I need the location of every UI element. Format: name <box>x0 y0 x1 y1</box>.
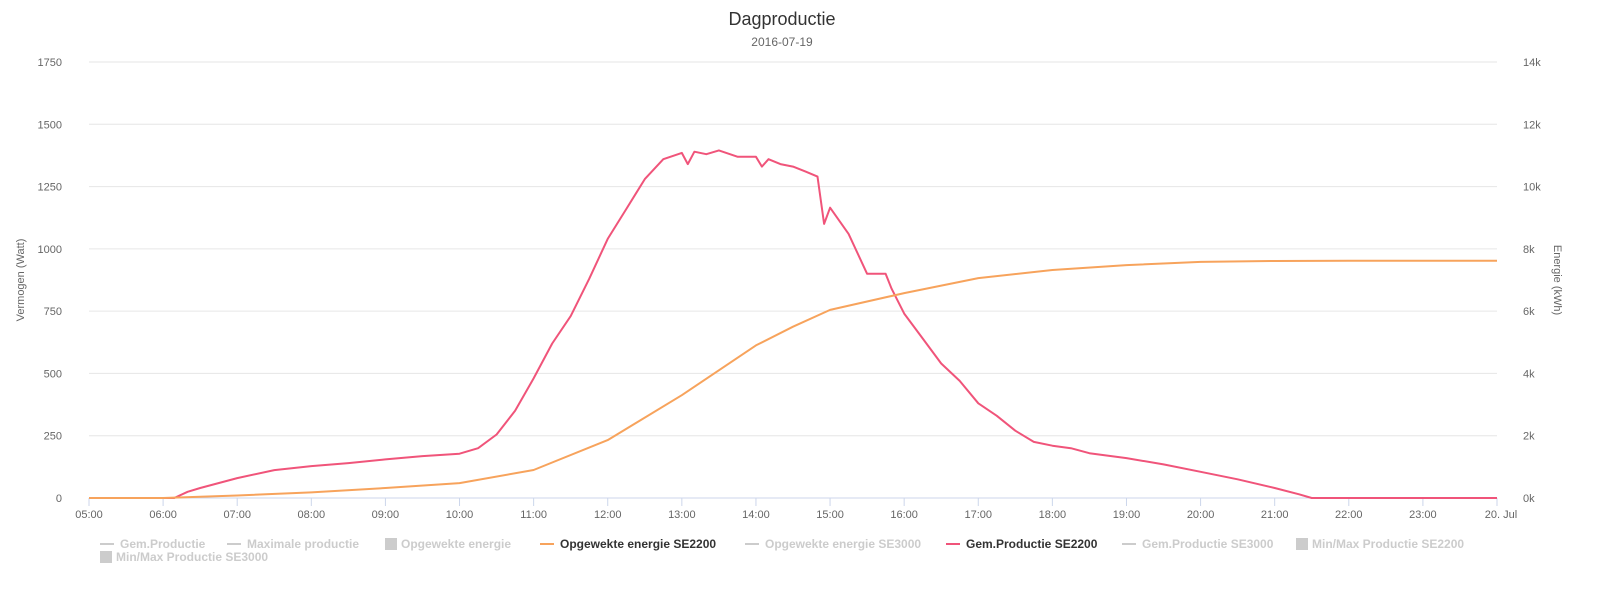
legend-label: Opgewekte energie <box>401 537 511 551</box>
x-tick-label: 14:00 <box>742 509 770 521</box>
x-tick-label: 23:00 <box>1409 509 1437 521</box>
y2-tick-label: 8k <box>1523 244 1535 256</box>
y2-tick-label: 2k <box>1523 431 1535 443</box>
y-tick-label: 750 <box>44 306 62 318</box>
legend-label: Min/Max Productie SE3000 <box>116 550 268 564</box>
legend-label: Gem.Productie SE3000 <box>1142 537 1274 551</box>
legend-item[interactable]: Gem.Productie SE3000 <box>1122 537 1274 551</box>
y2-tick-label: 4k <box>1523 368 1535 380</box>
legend-symbol-box <box>1296 538 1308 550</box>
legend-item[interactable]: Min/Max Productie SE3000 <box>100 550 268 564</box>
x-tick-label: 22:00 <box>1335 509 1363 521</box>
x-tick-label: 20. Jul <box>1485 509 1517 521</box>
x-tick-label: 12:00 <box>594 509 622 521</box>
series-line-0 <box>89 149 1497 499</box>
x-tick-label: 18:00 <box>1039 509 1067 521</box>
y-tick-label: 0 <box>56 493 62 505</box>
legend-symbol-box <box>100 551 112 563</box>
legend-label: Gem.Productie SE2200 <box>966 537 1098 551</box>
y2-tick-label: 14k <box>1523 57 1541 69</box>
chart-subtitle: 2016-07-19 <box>751 35 813 49</box>
y-tick-label: 1000 <box>38 244 62 256</box>
legend-item[interactable]: Opgewekte energie <box>385 537 511 551</box>
x-tick-label: 16:00 <box>890 509 918 521</box>
x-tick-label: 11:00 <box>520 509 547 521</box>
legend-label: Gem.Productie <box>120 537 206 551</box>
legend-label: Opgewekte energie SE3000 <box>765 537 921 551</box>
y-tick-label: 1250 <box>38 182 62 194</box>
x-tick-label: 19:00 <box>1113 509 1141 521</box>
y-tick-label: 1750 <box>38 57 62 69</box>
legend-label: Min/Max Productie SE2200 <box>1312 537 1464 551</box>
y2-tick-label: 12k <box>1523 119 1541 131</box>
y2-tick-label: 10k <box>1523 182 1541 194</box>
legend-symbol-box <box>385 538 397 550</box>
legend-label: Opgewekte energie SE2200 <box>560 537 716 551</box>
y-tick-label: 1500 <box>38 119 62 131</box>
x-tick-label: 21:00 <box>1261 509 1289 521</box>
x-tick-label: 05:00 <box>75 509 103 521</box>
legend-item[interactable]: Opgewekte energie SE2200 <box>540 537 716 551</box>
y-axis-label: Vermogen (Watt) <box>15 239 27 322</box>
legend-label: Maximale productie <box>247 537 359 551</box>
legend-item[interactable]: Opgewekte energie SE3000 <box>745 537 921 551</box>
y2-axis-label: Energie (kWh) <box>1551 245 1563 315</box>
chart-title: Dagproductie <box>728 9 835 29</box>
x-tick-label: 20:00 <box>1187 509 1215 521</box>
series-line-1 <box>89 259 1497 499</box>
legend-item[interactable]: Gem.Productie SE2200 <box>946 537 1098 551</box>
y2-tick-label: 6k <box>1523 306 1535 318</box>
x-tick-label: 13:00 <box>668 509 696 521</box>
x-tick-label: 15:00 <box>816 509 844 521</box>
x-tick-label: 08:00 <box>298 509 326 521</box>
legend-item[interactable]: Gem.Productie <box>100 537 206 551</box>
y2-tick-label: 0k <box>1523 493 1535 505</box>
x-tick-label: 09:00 <box>372 509 400 521</box>
x-tick-label: 10:00 <box>446 509 474 521</box>
x-tick-label: 06:00 <box>149 509 177 521</box>
x-tick-label: 17:00 <box>964 509 992 521</box>
y-tick-label: 250 <box>44 431 62 443</box>
x-tick-label: 07:00 <box>223 509 251 521</box>
legend-item[interactable]: Min/Max Productie SE2200 <box>1296 537 1464 551</box>
legend-item[interactable]: Maximale productie <box>227 537 359 551</box>
y-tick-label: 500 <box>44 368 62 380</box>
